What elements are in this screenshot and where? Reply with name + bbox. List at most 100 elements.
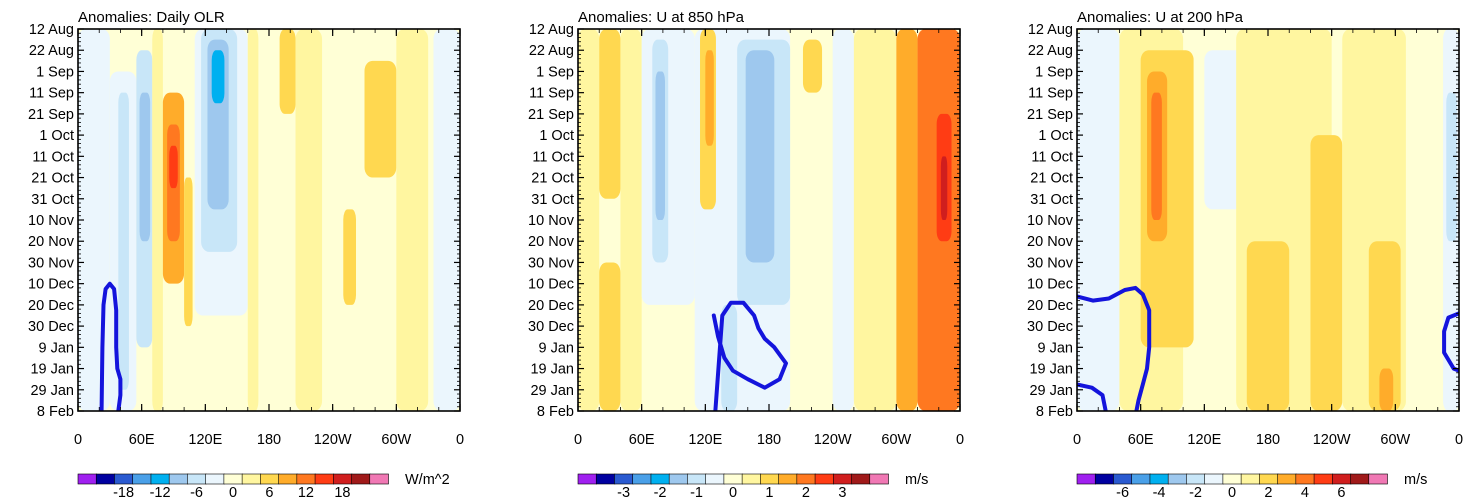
- y-tick-label: 9 Jan: [39, 340, 74, 356]
- colorbar-swatch: [1313, 473, 1334, 485]
- colorbar-label: -2: [654, 485, 667, 497]
- x-tick-label: 0: [574, 432, 582, 448]
- y-tick-label: 21 Sep: [1027, 107, 1073, 123]
- anomaly-band: [1446, 92, 1457, 242]
- anomaly-band: [343, 209, 357, 305]
- anomaly-band: [279, 29, 296, 114]
- contour-line: [99, 281, 123, 411]
- x-tick-label: 120W: [314, 432, 352, 448]
- x-tick-label: 120E: [1187, 432, 1221, 448]
- anomaly-band: [211, 50, 225, 104]
- y-tick-label: 21 Sep: [528, 107, 574, 123]
- colorbar-swatch: [314, 473, 335, 485]
- colorbar-swatch: [351, 473, 371, 485]
- colorbar-swatch: [1204, 473, 1224, 485]
- y-tick-label: 30 Nov: [528, 255, 575, 271]
- colorbar-swatch: [114, 473, 134, 485]
- contour-line: [1077, 382, 1108, 411]
- y-tick-label: 30 Dec: [1027, 319, 1073, 335]
- colorbar: -6 -4 -2 0 2 4 6 m/s: [1076, 472, 1427, 497]
- y-tick-label: 19 Jan: [1029, 362, 1073, 378]
- colorbar: -3 -2 -1 0 1 2 3 m/s: [577, 472, 928, 497]
- x-tick-label: 60W: [381, 432, 411, 448]
- y-tick-label: 11 Sep: [529, 86, 574, 102]
- x-tick-label: 120W: [1313, 432, 1351, 448]
- y-tick-label: 1 Sep: [36, 64, 74, 80]
- colorbar-swatch: [595, 473, 616, 485]
- anomaly-band: [1077, 29, 1120, 411]
- anomaly-band: [578, 29, 600, 411]
- colorbar-swatch: [778, 473, 798, 485]
- colorbar-swatch: [260, 473, 280, 485]
- contour-line: [1077, 285, 1152, 411]
- colorbar-swatch: [132, 473, 152, 485]
- anomaly-band: [1405, 29, 1444, 411]
- colorbar-swatch: [1186, 473, 1206, 485]
- anomaly-band: [247, 29, 259, 411]
- x-tick-label: 180: [757, 432, 781, 448]
- y-tick-label: 8 Feb: [1036, 404, 1073, 420]
- y-tick-label: 20 Dec: [528, 298, 574, 314]
- colorbar-label: 6: [1337, 485, 1345, 497]
- x-tick-label: 120W: [814, 432, 852, 448]
- y-tick-label: 22 Aug: [529, 43, 574, 59]
- anomaly-band: [1246, 241, 1290, 411]
- colorbar-swatch: [369, 473, 389, 485]
- y-tick-label: 20 Dec: [1027, 298, 1073, 314]
- colorbar-units: m/s: [905, 472, 928, 488]
- colorbar-swatch: [1259, 473, 1279, 485]
- y-tick-label: 12 Aug: [1028, 22, 1073, 38]
- colorbar-label: -3: [617, 485, 630, 497]
- y-tick-label: 30 Dec: [28, 319, 74, 335]
- y-tick-label: 10 Nov: [28, 213, 75, 229]
- colorbar-label: -6: [1116, 485, 1129, 497]
- x-tick-label: 180: [1256, 432, 1280, 448]
- anomaly-band: [433, 29, 460, 411]
- y-tick-label: 10 Nov: [528, 213, 575, 229]
- colorbar-swatch: [187, 473, 207, 485]
- colorbar-swatch: [632, 473, 652, 485]
- y-tick-label: 21 Oct: [31, 171, 74, 187]
- y-tick-label: 10 Dec: [1027, 277, 1073, 293]
- colorbar-swatch: [851, 473, 871, 485]
- y-tick-label: 29 Jan: [1029, 383, 1073, 399]
- y-tick-label: 21 Oct: [531, 171, 574, 187]
- y-tick-label: 11 Sep: [29, 86, 74, 102]
- colorbar-label: 12: [298, 485, 314, 497]
- x-tick-label: 0: [1455, 432, 1463, 448]
- colorbar-swatch: [832, 473, 853, 485]
- colorbar-swatch: [687, 473, 707, 485]
- y-tick-label: 30 Nov: [1027, 255, 1074, 271]
- y-tick-label: 1 Oct: [539, 128, 574, 144]
- y-tick-label: 12 Aug: [529, 22, 574, 38]
- colorbar-label: 4: [1301, 485, 1309, 497]
- y-tick-label: 21 Sep: [28, 107, 74, 123]
- anomaly-band: [1310, 135, 1343, 411]
- y-tick-label: 29 Jan: [30, 383, 74, 399]
- y-tick-label: 22 Aug: [1028, 43, 1073, 59]
- anomaly-band: [853, 29, 897, 411]
- x-tick-label: 60W: [1380, 432, 1410, 448]
- y-tick-label: 12 Aug: [29, 22, 74, 38]
- x-tick-label: 120E: [188, 432, 222, 448]
- x-tick-label: 0: [1073, 432, 1081, 448]
- colorbar-label: 0: [229, 485, 237, 497]
- anomaly-band: [169, 145, 178, 189]
- x-tick-label: 180: [257, 432, 281, 448]
- y-tick-label: 11 Oct: [1031, 149, 1073, 165]
- y-tick-label: 10 Dec: [28, 277, 74, 293]
- colorbar-swatch: [1277, 473, 1297, 485]
- anomaly-band: [1368, 241, 1401, 411]
- colorbar: -18 -12 -6 0 6 12 18 W/m^2: [77, 472, 450, 497]
- y-tick-label: 31 Oct: [31, 192, 74, 208]
- plot-area: [78, 29, 460, 411]
- colorbar-label: -1: [690, 485, 703, 497]
- anomaly-band: [790, 29, 833, 411]
- y-tick-label: 1 Sep: [536, 64, 574, 80]
- anomaly-band: [802, 39, 823, 93]
- colorbar-label: 2: [1264, 485, 1272, 497]
- anomaly-band: [832, 29, 854, 411]
- colorbar-swatch: [814, 473, 835, 485]
- colorbar-swatch: [332, 473, 353, 485]
